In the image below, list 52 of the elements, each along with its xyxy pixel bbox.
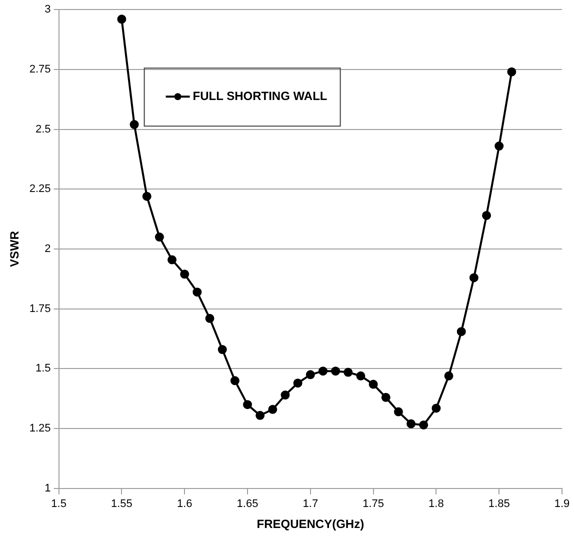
point (318, 366, 328, 376)
x-tick-label: 1.75 (362, 498, 384, 510)
point (154, 232, 164, 242)
point (280, 390, 290, 400)
point (168, 255, 177, 264)
point (381, 392, 390, 402)
point (394, 407, 403, 416)
x-axis-title: FREQUENCY(GHz) (256, 517, 364, 532)
y-tick-label: 1.5 (36, 362, 51, 375)
point (293, 378, 302, 388)
point (306, 370, 315, 380)
y-tick-label: 1 (44, 482, 51, 494)
x-tick-label: 1.6 (176, 498, 192, 510)
point (243, 400, 252, 410)
point (205, 314, 214, 323)
y-tick-label: 3 (44, 4, 51, 16)
y-tick-label: 2.75 (29, 63, 51, 76)
x-tick-label: 1.65 (236, 498, 258, 510)
point (268, 404, 278, 414)
point (419, 420, 428, 430)
y-tick-label: 1.75 (29, 302, 51, 315)
point (406, 419, 416, 428)
y-axis-title: VSWR (8, 230, 22, 267)
point (192, 288, 202, 297)
point (218, 345, 227, 354)
point (507, 67, 516, 76)
point (482, 210, 492, 220)
x-tick-label: 1.7 (302, 498, 318, 510)
y-tick-label: 2.25 (29, 183, 51, 196)
y-tick-label: 2.5 (36, 123, 51, 136)
x-tick-label: 1.55 (110, 498, 132, 510)
x-tick-label: 1.8 (428, 498, 444, 510)
point (444, 371, 454, 380)
point (142, 192, 152, 201)
point (180, 270, 190, 279)
x-tick-label: 1.85 (488, 498, 510, 510)
point (494, 142, 504, 151)
point (456, 327, 466, 336)
x-tick-label: 1.9 (554, 498, 570, 510)
point (356, 371, 366, 380)
point (368, 380, 378, 389)
point (469, 273, 478, 282)
point (230, 376, 240, 386)
point (344, 368, 353, 377)
y-tick-label: 1.25 (29, 422, 51, 435)
point (117, 14, 126, 24)
point (331, 366, 340, 376)
legend-label: FULL SHORTING WALL (192, 88, 328, 103)
point (256, 410, 265, 420)
point (432, 404, 441, 413)
y-tick-label: 2 (44, 243, 51, 256)
point (130, 120, 139, 130)
